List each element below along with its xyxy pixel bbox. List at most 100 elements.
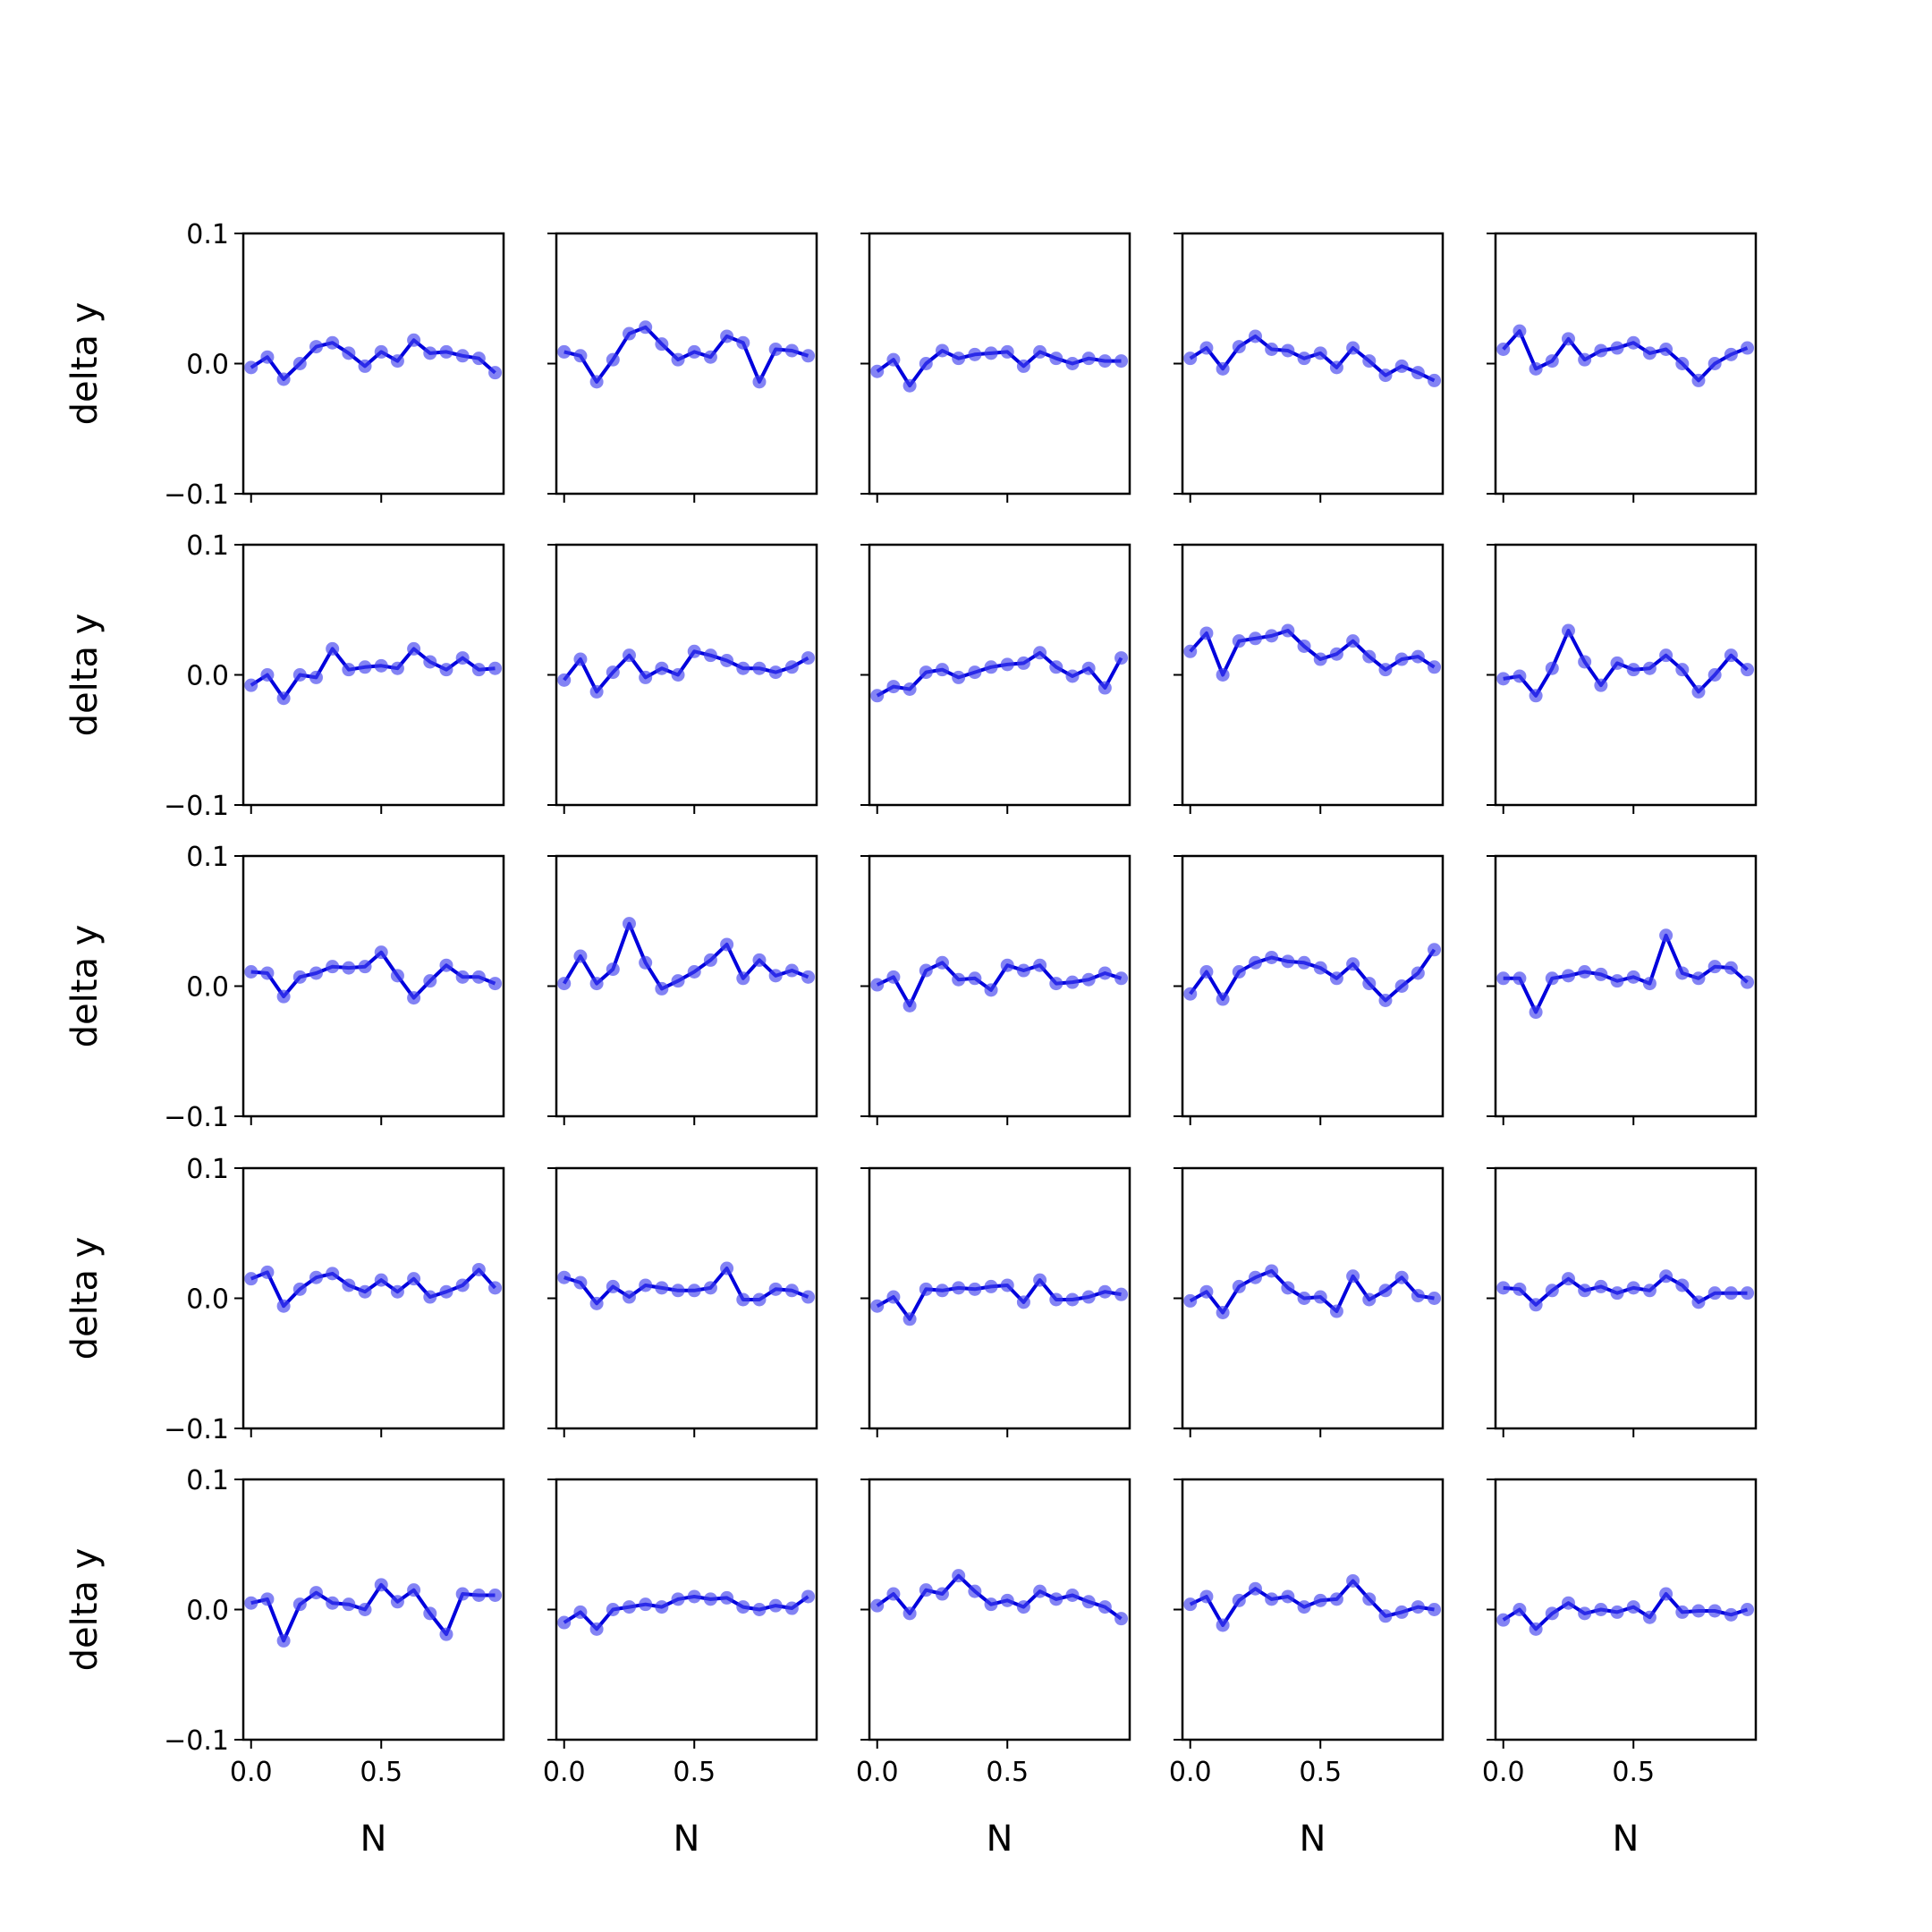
subplot-4-1-point — [292, 1282, 307, 1296]
subplot-4-3-point — [952, 1281, 966, 1295]
subplot-5-1-point — [326, 1596, 340, 1610]
subplot-2-4-point — [1281, 623, 1295, 638]
subplot-3-1-ytick-label: −0.1 — [164, 1102, 229, 1133]
subplot-3-1-point — [244, 964, 258, 979]
subplot-5-1-point — [342, 1597, 356, 1612]
subplot-4-3-point — [935, 1284, 949, 1298]
subplot-5-4-point — [1199, 1589, 1214, 1604]
subplot-5-2-point — [639, 1597, 653, 1612]
subplot-5-5-point — [1707, 1604, 1722, 1618]
subplot-2-5-point — [1594, 678, 1608, 692]
subplot-5-1-point — [374, 1578, 388, 1592]
subplot-3-1-point — [423, 974, 437, 988]
subplot-2-3-point — [984, 660, 998, 674]
subplot-4-1-ytick-label: 0.0 — [186, 1284, 229, 1316]
subplot-5-4-point — [1378, 1609, 1393, 1623]
subplot-2-2-point — [622, 648, 636, 663]
subplot-2-4-point — [1411, 649, 1425, 664]
subplot-3-4-point — [1346, 957, 1360, 971]
subplot-3-3-point — [968, 971, 982, 986]
subplot-1-1-ylabel: delta y — [64, 302, 106, 426]
subplot-3-3-point — [1000, 958, 1014, 972]
subplot-5-1-series-line — [250, 1582, 496, 1643]
subplot-4-1-point — [276, 1299, 291, 1313]
subplot-1-5-point — [1610, 341, 1624, 355]
subplot-2-3-frame — [868, 543, 1131, 807]
subplot-1-1-point — [439, 344, 453, 359]
subplot-2-5-point — [1513, 669, 1527, 683]
subplot-5-4-xlabel: N — [1300, 1818, 1326, 1860]
subplot-1-5-point — [1659, 342, 1674, 356]
subplot-5-1-point — [488, 1588, 503, 1602]
subplot-1-1-point — [326, 335, 340, 350]
subplot-1-5-point — [1626, 335, 1640, 350]
subplot-3-5-point — [1545, 971, 1559, 986]
subplot-2-3-point — [1114, 651, 1129, 665]
subplot-5-4-point — [1232, 1593, 1246, 1607]
subplot-3-5-point — [1594, 967, 1608, 981]
subplot-1-3-point — [952, 352, 966, 366]
subplot-5-2-point — [589, 1622, 604, 1636]
subplot-2-1-point — [423, 655, 437, 669]
subplot-3-4-point — [1411, 966, 1425, 980]
subplot-5-1-ytick-label: 0.0 — [186, 1596, 229, 1627]
subplot-5-4-frame — [1181, 1478, 1445, 1741]
subplot-1-3-point — [886, 352, 901, 367]
subplot-3-2-point — [768, 969, 783, 983]
subplot-4-4-point — [1362, 1292, 1377, 1307]
subplot-5-2-point — [655, 1600, 669, 1614]
subplot-3-2-point — [639, 955, 653, 970]
subplot-3-2-point — [801, 970, 816, 984]
subplot-5-2-point — [736, 1600, 750, 1614]
subplot-2-2-point — [801, 651, 816, 665]
subplot-4-2-point — [784, 1284, 799, 1298]
subplot-4-1-point — [455, 1278, 470, 1292]
subplot-1-2-point — [752, 375, 767, 389]
subplot-2-3-point — [902, 682, 917, 697]
subplot-2-1-series-line — [250, 647, 496, 700]
subplot-5-1-point — [244, 1596, 258, 1610]
subplot-5-5-point — [1545, 1606, 1559, 1621]
subplot-4-2-point — [557, 1270, 572, 1284]
subplot-4-1-point — [439, 1284, 453, 1299]
subplot-2-5-point — [1691, 684, 1706, 699]
subplot-4-2-point — [573, 1275, 588, 1290]
subplot-1-1-point — [488, 366, 503, 380]
subplot-1-4-point — [1248, 329, 1262, 343]
subplot-4-2-point — [687, 1284, 701, 1298]
subplot-2-3-point — [1097, 681, 1112, 695]
subplot-5-1-frame — [242, 1478, 505, 1741]
subplot-1-1-point — [374, 344, 388, 359]
subplot-3-3-point — [1081, 972, 1096, 987]
subplot-1-1-point — [390, 354, 404, 369]
subplot-4-2-point — [703, 1281, 717, 1295]
subplot-2-3-point — [1000, 657, 1014, 672]
subplot-2-4-point — [1216, 668, 1230, 682]
subplot-2-2-point — [784, 660, 799, 674]
subplot-2-5-point — [1626, 663, 1640, 677]
subplot-4-2-point — [671, 1284, 685, 1298]
subplot-3-2-frame — [555, 854, 818, 1118]
subplot-4-1-point — [390, 1284, 404, 1299]
subplot-2-5-point — [1707, 668, 1722, 682]
subplot-3-3-point — [1033, 958, 1047, 972]
subplot-3-1-point — [292, 970, 307, 984]
subplot-4-1-point — [358, 1284, 372, 1299]
subplot-4-1-series-line — [250, 1267, 496, 1309]
subplot-3-1-point — [260, 966, 275, 980]
subplot-5-4-point — [1411, 1600, 1425, 1614]
subplot-2-5-point — [1578, 655, 1592, 669]
subplot-4-4-point — [1378, 1284, 1393, 1298]
subplot-4-3-point — [1016, 1295, 1030, 1309]
subplot-5-5-point — [1659, 1587, 1674, 1601]
subplot-1-1-ytick-label: 0.1 — [186, 219, 229, 250]
subplot-3-1-series-line — [250, 950, 496, 1000]
subplot-4-4-point — [1394, 1270, 1409, 1284]
subplot-4-4-point — [1265, 1264, 1279, 1278]
subplot-5-1-point — [276, 1633, 291, 1648]
subplot-4-4-point — [1183, 1293, 1198, 1308]
subplot-5-2-point — [622, 1600, 636, 1614]
subplot-1-3-point — [968, 347, 982, 361]
subplot-3-3-series-line — [876, 961, 1123, 1008]
subplot-3-1-frame — [242, 854, 505, 1118]
